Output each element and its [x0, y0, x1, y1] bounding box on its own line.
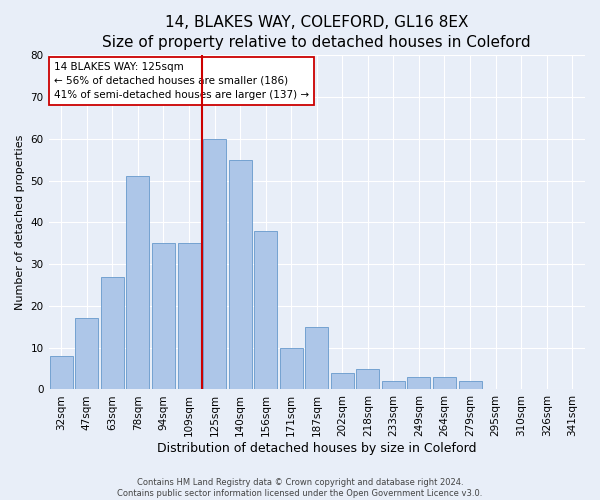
Bar — [356, 368, 379, 390]
Bar — [433, 377, 456, 390]
Bar — [229, 160, 251, 390]
Bar — [101, 276, 124, 390]
Bar — [280, 348, 303, 390]
Bar — [305, 327, 328, 390]
Bar — [382, 381, 405, 390]
X-axis label: Distribution of detached houses by size in Coleford: Distribution of detached houses by size … — [157, 442, 476, 455]
Bar — [152, 243, 175, 390]
Bar — [127, 176, 149, 390]
Text: Contains HM Land Registry data © Crown copyright and database right 2024.
Contai: Contains HM Land Registry data © Crown c… — [118, 478, 482, 498]
Bar — [50, 356, 73, 390]
Bar — [407, 377, 430, 390]
Y-axis label: Number of detached properties: Number of detached properties — [15, 134, 25, 310]
Bar — [203, 138, 226, 390]
Bar — [458, 381, 482, 390]
Bar — [254, 230, 277, 390]
Bar — [178, 243, 200, 390]
Text: 14 BLAKES WAY: 125sqm
← 56% of detached houses are smaller (186)
41% of semi-det: 14 BLAKES WAY: 125sqm ← 56% of detached … — [54, 62, 309, 100]
Bar — [76, 318, 98, 390]
Bar — [331, 372, 354, 390]
Title: 14, BLAKES WAY, COLEFORD, GL16 8EX
Size of property relative to detached houses : 14, BLAKES WAY, COLEFORD, GL16 8EX Size … — [103, 15, 531, 50]
